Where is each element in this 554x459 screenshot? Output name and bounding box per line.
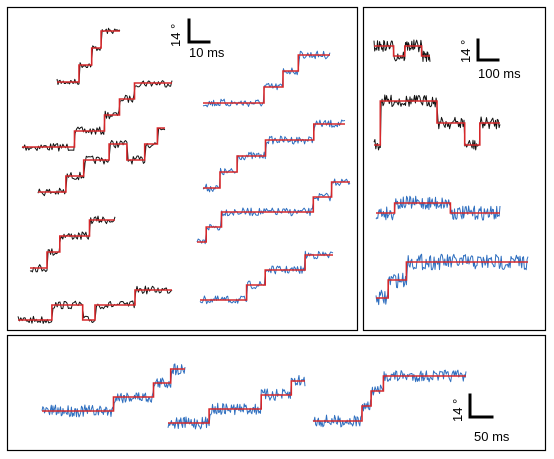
traces-layer — [17, 27, 529, 430]
step-fit-right-2 — [374, 100, 500, 146]
step-fit-bottom-1 — [42, 368, 185, 412]
right-scale-bar: 14 ° 100 ms — [458, 38, 521, 81]
right-scale-bar-lines — [476, 38, 500, 62]
step-fit-right-1 — [374, 45, 430, 57]
step-fit-bottom-2 — [168, 380, 305, 424]
step-fit-bottom-3 — [313, 375, 466, 422]
step-fit-left-3 — [38, 127, 165, 193]
left-scale-bar-lines — [187, 18, 211, 44]
left-scale-x-label: 10 ms — [189, 45, 225, 60]
step-fit-left-2 — [22, 82, 172, 148]
bottom-scale-y-label: 14 ° — [450, 399, 465, 422]
trace-left-9 — [199, 250, 334, 305]
trace-right-1 — [373, 39, 431, 62]
bottom-panel-frame — [6, 334, 547, 452]
bottom-scale-bar-lines — [468, 393, 494, 419]
trace-bottom-3 — [312, 369, 467, 428]
trace-left-4 — [29, 215, 116, 273]
trace-left-7 — [202, 119, 346, 193]
bottom-scale-bar: 14 ° 50 ms — [450, 393, 510, 444]
trace-bottom-2 — [167, 375, 306, 430]
step-fit-left-7 — [203, 123, 345, 189]
bottom-scale-x-label: 50 ms — [474, 429, 510, 444]
step-fit-right-3 — [376, 202, 500, 214]
trace-right-3 — [375, 195, 501, 221]
step-fit-left-1 — [57, 30, 120, 83]
right-scale-x-label: 100 ms — [478, 66, 521, 81]
step-fit-left-6 — [203, 54, 330, 104]
step-fit-right-4 — [376, 261, 528, 299]
step-fit-left-4 — [30, 219, 115, 269]
right-scale-y-label: 14 ° — [458, 40, 473, 63]
left-scale-y-label: 14 ° — [168, 24, 183, 47]
trace-right-4 — [375, 253, 529, 306]
step-fit-left-5 — [18, 289, 172, 321]
right-panel-frame — [362, 6, 547, 332]
step-fit-left-8 — [197, 181, 350, 243]
left-panel-frame — [6, 6, 359, 332]
left-scale-bar: 14 ° 10 ms — [168, 18, 225, 60]
trace-left-1 — [56, 27, 121, 85]
step-fit-left-9 — [200, 254, 333, 301]
trace-left-2 — [21, 80, 173, 152]
trace-left-3 — [37, 127, 166, 197]
